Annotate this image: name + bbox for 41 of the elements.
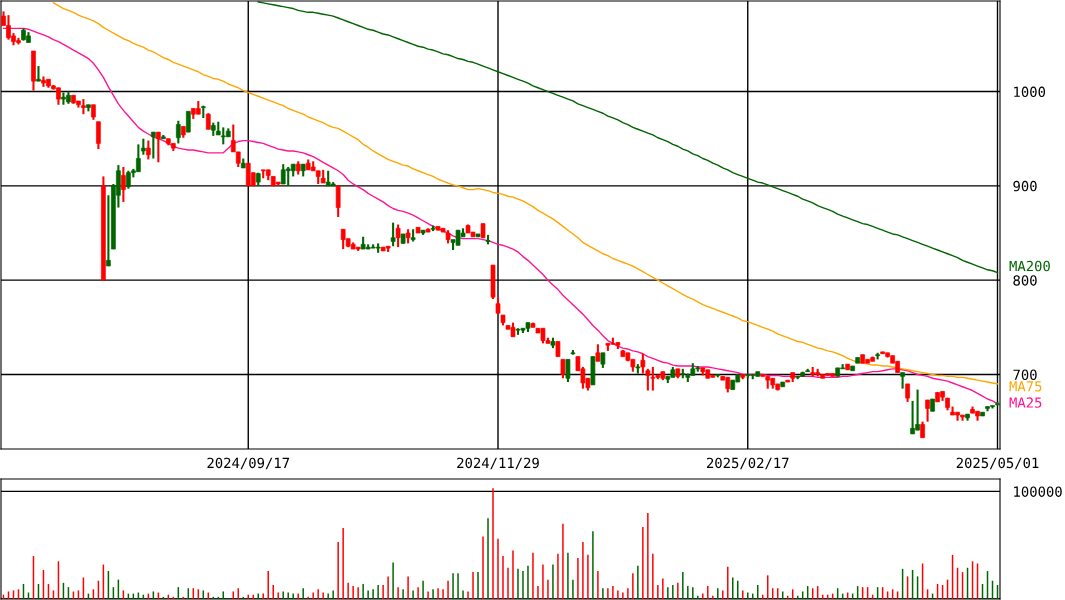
candlestick [410, 228, 416, 243]
y-tick-label: 100000 [1014, 486, 1062, 497]
candlestick [590, 355, 596, 386]
candlestick [475, 232, 481, 238]
candlestick [600, 351, 606, 369]
series-label: MA75 [1009, 381, 1042, 392]
candlestick [185, 110, 191, 134]
line-series [2, 27, 999, 405]
candlestick [785, 379, 791, 384]
candlestick [930, 397, 935, 413]
line-series [52, 2, 999, 385]
candlestick [570, 348, 576, 356]
candlestick [330, 181, 336, 187]
candlestick [635, 363, 641, 375]
x-tick-label: 2024/11/29 [457, 457, 539, 470]
y-tick-label: 900 [1013, 180, 1037, 192]
candlestick [205, 112, 211, 131]
candlestick [850, 364, 855, 372]
y-tick-label: 800 [1013, 275, 1037, 286]
candlestick [415, 226, 421, 235]
candlestick [405, 228, 411, 245]
line-series [257, 1, 999, 274]
candlestick [780, 381, 786, 388]
y-tick-label: 1000 [1014, 86, 1046, 98]
candlestick [555, 340, 561, 358]
x-tick-label: 2024/09/17 [207, 457, 290, 470]
candlestick [390, 221, 396, 248]
candlestick [845, 363, 850, 371]
candlestick [400, 232, 406, 245]
x-tick-label: 2025/05/01 [956, 457, 1039, 470]
candlestick [980, 411, 985, 418]
series-label: MA200 [1009, 260, 1050, 272]
candlestick [350, 241, 356, 251]
candlestick [141, 137, 146, 156]
candlestick [485, 233, 491, 246]
y-tick-label: 700 [1013, 369, 1037, 380]
candlestick [760, 373, 766, 378]
candlestick [425, 227, 431, 234]
candlestick [480, 222, 486, 239]
series-label: MA25 [1009, 397, 1042, 408]
x-tick-label: 2025/02/17 [706, 457, 789, 470]
